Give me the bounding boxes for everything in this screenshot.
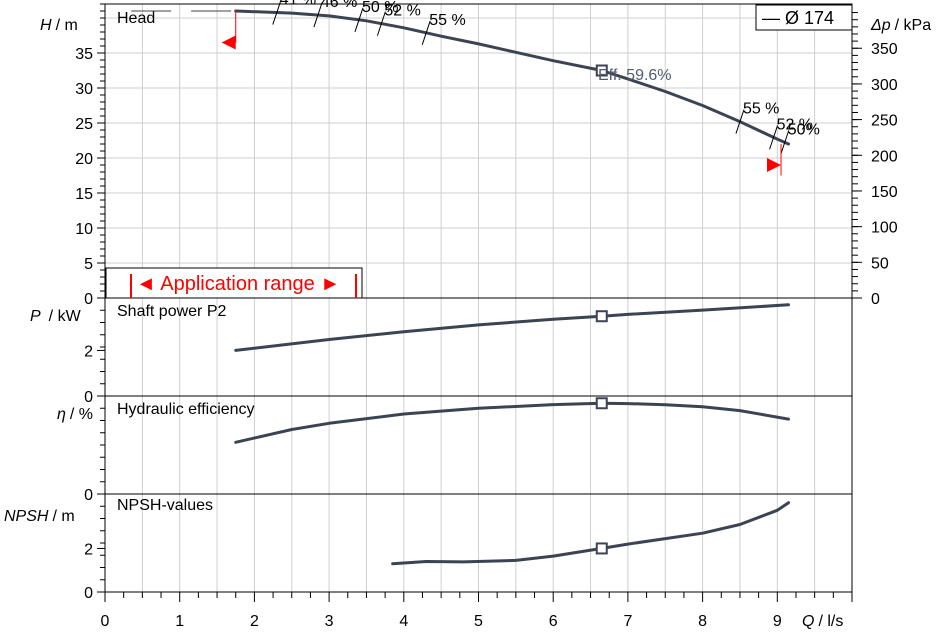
pressure-tick-label: 0 — [871, 291, 880, 308]
head-y-tick-label: 30 — [75, 81, 93, 98]
legend-label: — Ø 174 — [762, 8, 834, 28]
head-axis-label: H / m — [40, 17, 78, 34]
iso-efficiency-mark — [769, 125, 779, 150]
pressure-tick-label: 300 — [871, 77, 898, 94]
power-axis-label: P / kW — [30, 308, 82, 325]
npsh-operating-point — [595, 542, 608, 555]
iso-efficiency-mark — [313, 2, 323, 28]
pressure-tick-label: 250 — [871, 113, 898, 130]
iso-efficiency-mark — [780, 130, 790, 155]
npsh-y-tick-label: 0 — [84, 585, 93, 602]
x-tick-label: 7 — [623, 613, 632, 630]
application-range-box — [105, 267, 363, 299]
iso-efficiency-mark — [421, 20, 431, 45]
legend: — Ø 174 — [755, 4, 853, 31]
head-y-tick-label: 25 — [75, 116, 93, 133]
pressure-tick-label: 350 — [871, 41, 898, 58]
iso-efficiency-label: 46 % — [321, 0, 357, 11]
npsh-panel-title: NPSH-values — [117, 497, 213, 514]
head-panel-title: Head — [117, 10, 155, 27]
efficiency-curve — [234, 401, 790, 444]
iso-efficiency-mark — [272, 0, 282, 25]
head-y-tick-label: 20 — [75, 151, 93, 168]
head-y-tick-label: 15 — [75, 186, 93, 203]
iso-efficiency-label: 52 % — [777, 116, 813, 133]
application-range-max-arrow — [767, 158, 781, 172]
application-range: ◄ Application range ► — [105, 267, 363, 299]
flow-axis-label: Q / l/s — [802, 613, 843, 630]
pressure-tick-label: 50 — [871, 255, 889, 272]
iso-efficiency-label: 55 % — [743, 101, 779, 118]
head-y-tick-label: 35 — [75, 46, 93, 63]
iso-efficiency-label: 55 % — [429, 12, 465, 29]
pressure-tick-label: 200 — [871, 148, 898, 165]
x-tick-label: 4 — [399, 613, 408, 630]
x-tick-label: 8 — [698, 613, 707, 630]
iso-efficiency-mark — [354, 7, 364, 32]
iso-efficiency-label: 50 % — [362, 0, 398, 16]
legend-box — [755, 4, 853, 31]
power-y-tick-label: 2 — [84, 343, 93, 360]
head-y-tick-label: 5 — [84, 256, 93, 273]
power-panel-title: Shaft power P2 — [117, 303, 227, 320]
power-y-tick-label: 0 — [84, 389, 93, 406]
efficiency-axis-label: η / % — [57, 406, 93, 423]
head-operating-point — [595, 64, 608, 77]
x-tick-label: 0 — [101, 613, 110, 630]
pressure-tick-label: 150 — [871, 184, 898, 201]
head-curve — [234, 9, 790, 146]
head-y-tick-label: 0 — [84, 291, 93, 308]
x-tick-label: 5 — [474, 613, 483, 630]
iso-efficiency-label: 50% — [788, 121, 820, 138]
efficiency-panel-title: Hydraulic efficiency — [117, 401, 255, 418]
pressure-tick-label: 100 — [871, 220, 898, 237]
iso-efficiency-mark — [735, 109, 745, 134]
pressure-axis-label: Δp / kPa — [870, 17, 931, 34]
iso-efficiency-mark — [376, 11, 386, 36]
x-tick-label: 9 — [773, 613, 782, 630]
operating-point-label: Eff. 59.6% — [598, 67, 672, 84]
efficiency-y-tick-label: 0 — [84, 487, 93, 504]
power-curve — [234, 303, 790, 352]
npsh-axis-label: NPSH / m — [4, 508, 75, 525]
power-operating-point — [595, 310, 608, 323]
x-tick-label: 6 — [549, 613, 558, 630]
application-range-min-arrow — [221, 35, 236, 50]
x-tick-label: 2 — [250, 613, 259, 630]
tick-layer: 0510152025303505010015020025030035002002… — [75, 3, 898, 630]
application-range-label: ◄ Application range ► — [136, 273, 340, 295]
npsh-y-tick-label: 2 — [84, 541, 93, 558]
efficiency-operating-point — [595, 397, 608, 410]
iso-efficiency-label: 52 % — [384, 3, 420, 20]
x-tick-label: 3 — [325, 613, 334, 630]
iso-efficiency-label: 41 % — [280, 0, 316, 9]
x-tick-label: 1 — [175, 613, 184, 630]
curve-layer: 41 % 46 % 50 %52 %55 %55 %52 %50% — [131, 0, 820, 566]
head-y-tick-label: 10 — [75, 221, 93, 238]
